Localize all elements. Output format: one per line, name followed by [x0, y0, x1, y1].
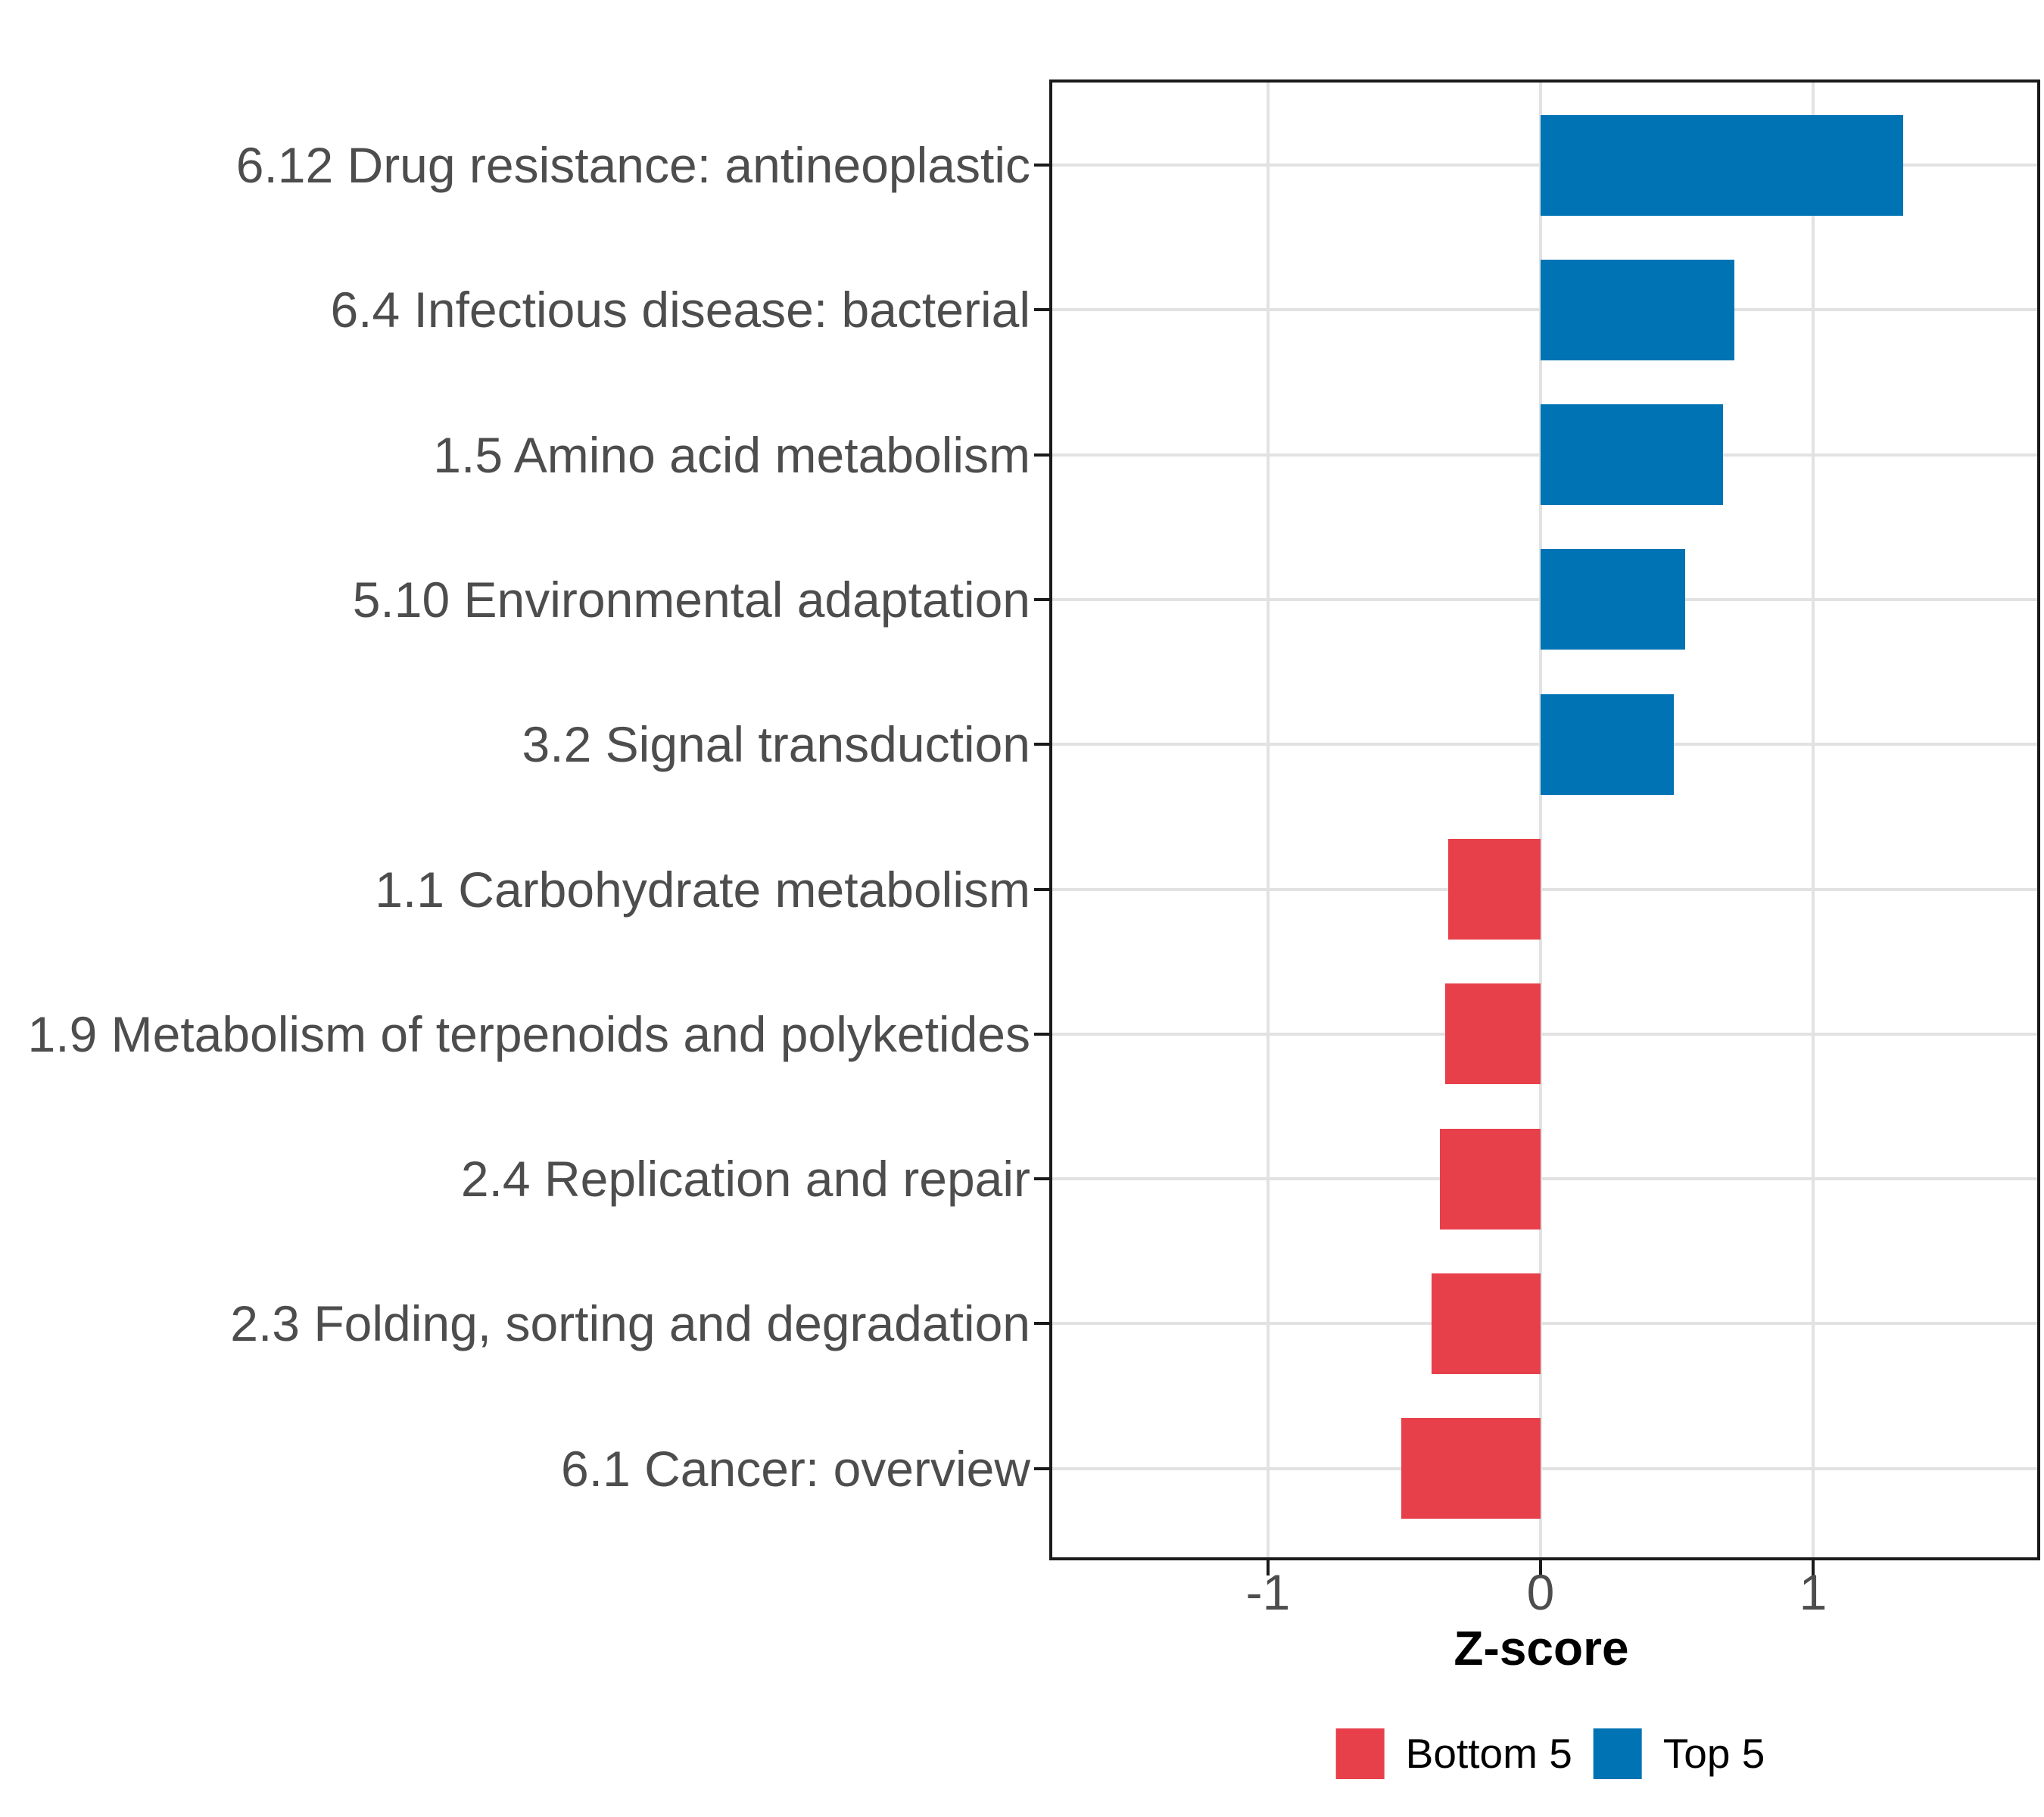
category-label: 6.12 Drug resistance: antineoplastic	[235, 137, 1030, 193]
bar-negative	[1447, 839, 1541, 940]
x-axis-title: Z-score	[1454, 1621, 1629, 1675]
legend-label: Top 5	[1662, 1730, 1765, 1777]
legend-item: Bottom 5	[1335, 1728, 1572, 1779]
y-tick-mark	[1034, 1032, 1049, 1036]
gridline-row	[1052, 1177, 2037, 1181]
y-tick-mark	[1034, 164, 1049, 167]
category-label: 1.5 Amino acid metabolism	[433, 426, 1030, 483]
x-tick-mark	[1539, 1560, 1542, 1575]
y-tick-mark	[1034, 887, 1049, 891]
y-tick-mark	[1034, 453, 1049, 457]
category-label: 2.4 Replication and repair	[460, 1151, 1030, 1208]
legend-key-swatch	[1593, 1728, 1642, 1779]
category-label: 6.4 Infectious disease: bacterial	[330, 282, 1030, 338]
gridline-row	[1052, 1466, 2037, 1470]
bar-negative	[1432, 1273, 1541, 1374]
bar-negative	[1445, 983, 1541, 1085]
x-tick-mark	[1812, 1560, 1815, 1575]
bar-positive	[1541, 404, 1724, 506]
legend: Bottom 5 Top 5	[1335, 1728, 1765, 1779]
bar-positive	[1541, 549, 1685, 650]
legend-label: Bottom 5	[1405, 1730, 1572, 1777]
bar-positive	[1541, 259, 1734, 360]
y-tick-mark	[1034, 1177, 1049, 1181]
category-label: 5.10 Environmental adaptation	[352, 571, 1030, 628]
gridline-x-0	[1539, 83, 1542, 1557]
x-tick-label: 1	[1799, 1564, 1827, 1620]
y-tick-mark	[1034, 743, 1049, 746]
bar-positive	[1541, 114, 1903, 216]
gridline-row	[1052, 887, 2037, 891]
category-label: 6.1 Cancer: overview	[561, 1440, 1030, 1497]
y-tick-mark	[1034, 1322, 1049, 1326]
x-tick-label: 0	[1526, 1564, 1555, 1620]
gridline-row	[1052, 1032, 2037, 1036]
gridline-x-1	[1812, 83, 1815, 1557]
bar-positive	[1541, 693, 1675, 795]
gridline-row	[1052, 1322, 2037, 1326]
y-tick-mark	[1034, 597, 1049, 601]
bar-negative	[1401, 1418, 1541, 1519]
x-tick-mark	[1267, 1560, 1270, 1575]
legend-key-swatch	[1335, 1728, 1385, 1779]
category-label: 3.2 Signal transduction	[522, 716, 1030, 773]
plot-panel	[1049, 79, 2040, 1560]
category-label: 2.3 Folding, sorting and degradation	[230, 1295, 1030, 1352]
y-tick-mark	[1034, 1466, 1049, 1470]
bar-negative	[1439, 1128, 1541, 1230]
legend-item: Top 5	[1593, 1728, 1765, 1779]
x-tick-label: -1	[1245, 1564, 1291, 1620]
category-label: 1.9 Metabolism of terpenoids and polyket…	[27, 1005, 1030, 1062]
category-label: 1.1 Carbohydrate metabolism	[375, 861, 1030, 918]
y-tick-mark	[1034, 308, 1049, 312]
gridline-x--1	[1267, 83, 1270, 1557]
